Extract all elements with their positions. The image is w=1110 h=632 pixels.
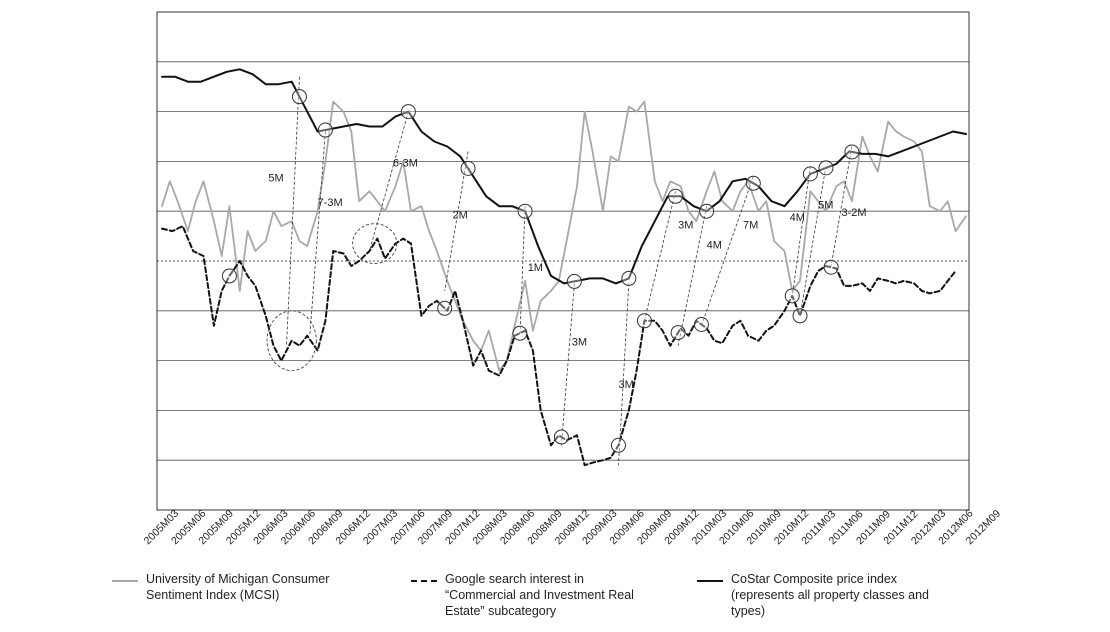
lag-annotation-label: 6-3M: [393, 157, 418, 169]
lag-annotation-label: 2M: [452, 210, 467, 222]
turning-point-marker: [844, 144, 860, 160]
costar-price-line: [161, 68, 967, 285]
legend-item-costar: CoStar Composite price index (represents…: [697, 571, 929, 619]
turning-point-marker: [553, 429, 569, 445]
lag-annotation-label: 5M: [268, 172, 283, 184]
turning-point-marker: [610, 437, 626, 453]
lag-connectors: [266, 76, 853, 466]
lag-connector-line: [369, 111, 409, 252]
lag-annotation-label: 4M: [790, 212, 805, 224]
legend-label-google: Google search interest in “Commercial an…: [445, 571, 634, 619]
turning-point-marker: [512, 325, 528, 341]
mcsi-line: [161, 100, 967, 372]
lag-connector-line: [791, 166, 811, 296]
lag-annotations: 5M 7-3M 6-3M 2M 1M 3M 3M 3M 4M 7M 4M 5M 3-2M: [268, 157, 866, 391]
lag-connector-line: [309, 131, 326, 336]
lag-annotation-label: 5M: [818, 200, 833, 212]
legend-line: Google search interest in: [445, 572, 584, 586]
turning-point-marker: [668, 188, 684, 204]
lag-annotation-label: 7-3M: [318, 197, 343, 209]
turning-point-marker: [818, 160, 834, 176]
lag-annotation-label: 1M: [528, 262, 543, 274]
turning-point-marker: [317, 122, 333, 138]
lag-connector-line: [830, 146, 853, 267]
turning-point-marker: [784, 288, 800, 304]
legend-item-google: Google search interest in “Commercial an…: [411, 571, 634, 619]
turning-point-marker: [670, 325, 686, 341]
lag-connector-line: [701, 176, 754, 326]
legend-swatch-mcsi: [112, 580, 138, 582]
legend-line: Estate” subcategory: [445, 604, 557, 618]
series-lines: [161, 68, 967, 467]
turning-point-marker: [802, 166, 818, 182]
legend-label-costar: CoStar Composite price index (represents…: [731, 571, 929, 619]
legend-line: “Commercial and Investment Real: [445, 588, 634, 602]
turning-point-marker: [621, 270, 637, 286]
lag-annotation-label: 7M: [743, 220, 758, 232]
x-axis-tick-labels: 2005M032005M062005M092005M122006M032006M…: [142, 508, 1004, 548]
turning-point-marker: [517, 203, 533, 219]
lag-connector-line: [618, 283, 630, 466]
legend-line: types): [731, 604, 766, 618]
turning-point-marker: [792, 308, 808, 324]
legend-swatch-google: [411, 580, 437, 582]
google-search-line: [161, 225, 957, 467]
turning-point-marker: [460, 160, 476, 176]
turning-point-marker: [566, 273, 582, 289]
turning-point-marker: [221, 268, 237, 284]
lag-connector-line: [644, 191, 676, 321]
legend-line: CoStar Composite price index: [731, 572, 898, 586]
lag-connector-line: [799, 166, 827, 316]
legend-line: (represents all property classes and: [731, 588, 930, 602]
turning-point-marker: [636, 313, 652, 329]
plot-frame: [156, 11, 970, 511]
lag-connector-line: [677, 206, 708, 346]
lag-annotation-label: 3M: [572, 337, 587, 349]
cluster-ellipse: [352, 223, 398, 264]
cluster-ellipse: [266, 310, 317, 372]
turning-point-marker: [745, 175, 761, 191]
lag-connector-line: [519, 206, 526, 336]
turning-point-marker: [693, 316, 709, 332]
lag-annotation-label: 3M: [618, 379, 633, 391]
turning-point-markers: [221, 89, 860, 453]
legend-label-mcsi: University of Michigan Consumer Sentimen…: [146, 571, 329, 603]
turning-point-marker: [699, 203, 715, 219]
lag-annotation-label: 3-2M: [842, 207, 867, 219]
legend-line: University of Michigan Consumer: [146, 572, 330, 586]
lag-annotation-label: 4M: [707, 240, 722, 252]
lag-annotation-label: 3M: [678, 220, 693, 232]
legend-line: Sentiment Index (MCSI): [146, 588, 280, 602]
legend-swatch-costar: [697, 580, 723, 582]
legend-item-mcsi: University of Michigan Consumer Sentimen…: [112, 571, 329, 603]
turning-point-marker: [400, 104, 416, 120]
lag-connector-line: [444, 151, 469, 291]
turning-point-marker: [291, 89, 307, 105]
turning-point-marker: [823, 259, 839, 275]
turning-point-marker: [437, 300, 453, 316]
lag-connector-line: [561, 283, 575, 446]
